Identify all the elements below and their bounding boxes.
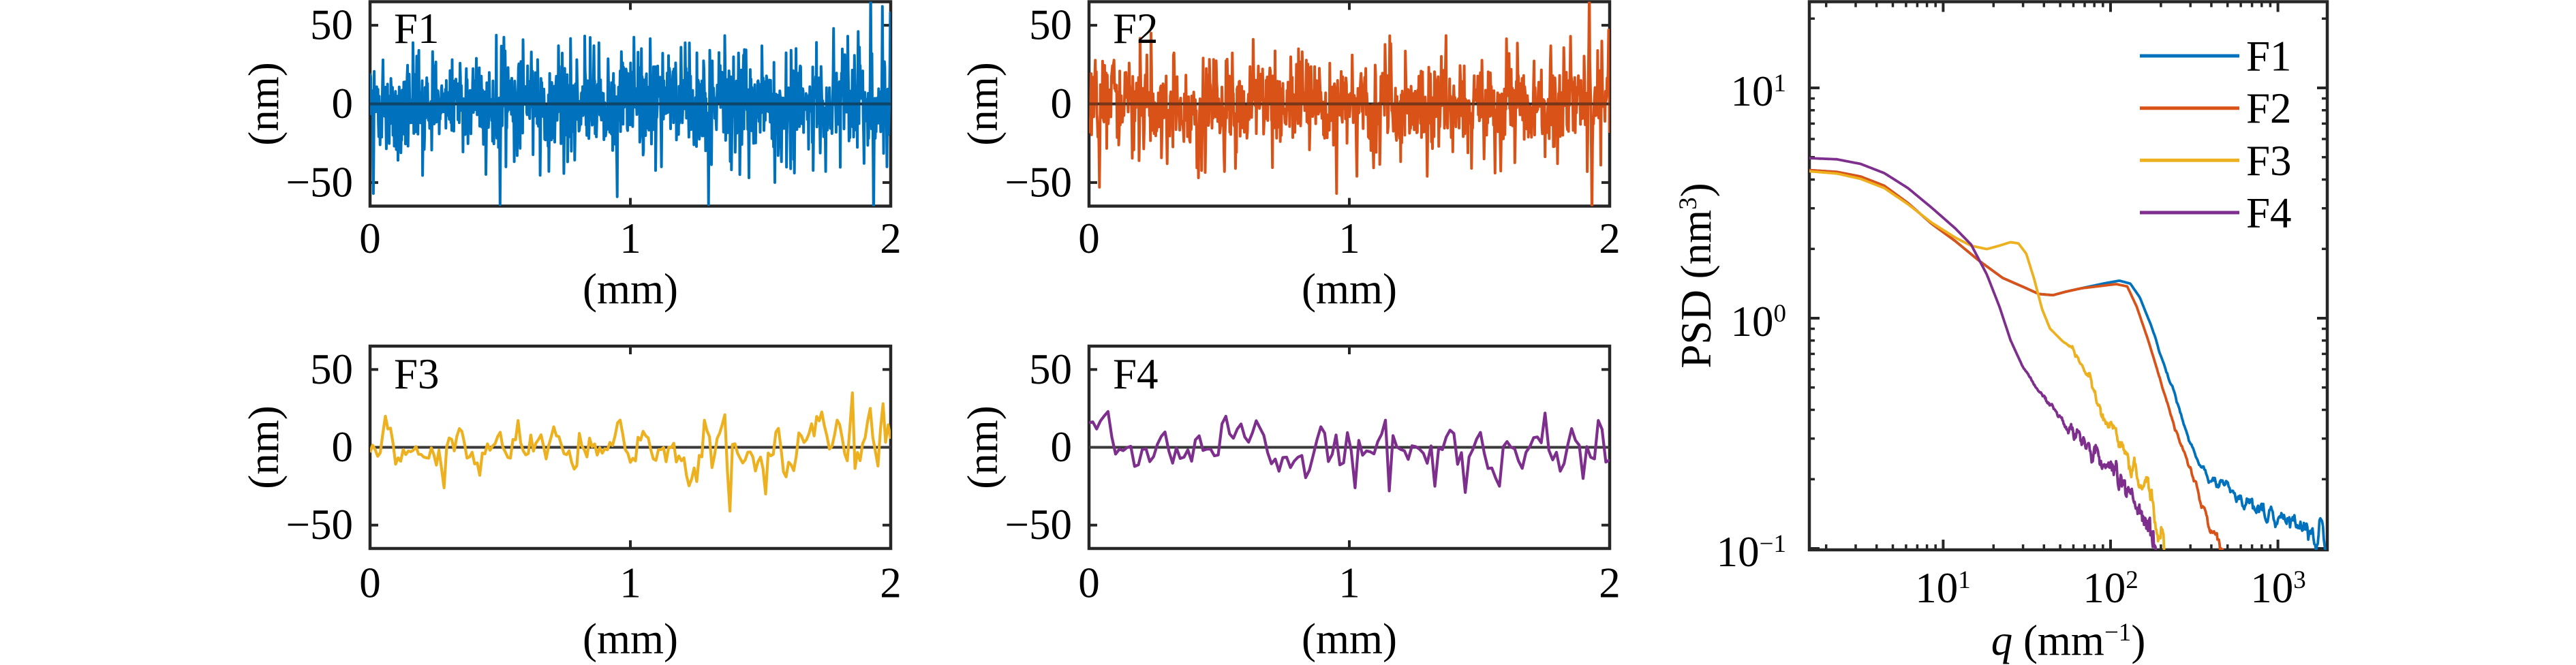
svg-text:2: 2	[880, 559, 902, 607]
svg-text:(mm): (mm)	[583, 615, 678, 663]
svg-text:F4: F4	[2246, 189, 2292, 237]
svg-text:−50: −50	[1005, 501, 1072, 548]
svg-text:2: 2	[880, 215, 902, 262]
svg-text:0: 0	[332, 423, 354, 471]
svg-text:−50: −50	[1005, 158, 1072, 206]
svg-text:F2: F2	[1113, 5, 1159, 52]
svg-text:F3: F3	[394, 350, 440, 398]
svg-text:0: 0	[332, 80, 354, 127]
svg-text:F1: F1	[2246, 33, 2292, 80]
svg-text:2: 2	[1599, 215, 1621, 262]
svg-text:1: 1	[619, 559, 641, 607]
svg-text:q (mm−1): q (mm−1)	[1991, 617, 2146, 664]
svg-text:(nm): (nm)	[240, 405, 288, 489]
svg-text:F2: F2	[2246, 84, 2292, 132]
svg-text:50: 50	[1029, 1, 1072, 49]
svg-text:(nm): (nm)	[240, 62, 288, 145]
svg-text:0: 0	[1078, 215, 1100, 262]
svg-text:1: 1	[619, 215, 641, 262]
svg-text:0: 0	[359, 559, 381, 607]
svg-text:0: 0	[1051, 80, 1073, 127]
svg-text:PSD (nm3): PSD (nm3)	[1672, 183, 1720, 368]
svg-text:0: 0	[1078, 559, 1100, 607]
svg-text:50: 50	[310, 1, 353, 49]
svg-text:50: 50	[1029, 345, 1072, 393]
svg-text:(nm): (nm)	[959, 405, 1007, 489]
svg-text:2: 2	[1599, 559, 1621, 607]
svg-text:50: 50	[310, 345, 353, 393]
svg-text:F3: F3	[2246, 137, 2292, 185]
svg-text:−50: −50	[286, 501, 353, 548]
svg-text:0: 0	[1051, 423, 1073, 471]
svg-text:(mm): (mm)	[1302, 615, 1397, 663]
svg-text:(mm): (mm)	[1302, 265, 1397, 313]
svg-text:0: 0	[359, 215, 381, 262]
svg-text:1: 1	[1338, 559, 1360, 607]
svg-text:F1: F1	[394, 5, 440, 52]
svg-text:−50: −50	[286, 158, 353, 206]
svg-text:F4: F4	[1113, 350, 1159, 398]
svg-text:(nm): (nm)	[959, 62, 1007, 145]
svg-text:103: 103	[2250, 564, 2306, 612]
svg-text:(mm): (mm)	[583, 265, 678, 313]
svg-text:1: 1	[1338, 215, 1360, 262]
